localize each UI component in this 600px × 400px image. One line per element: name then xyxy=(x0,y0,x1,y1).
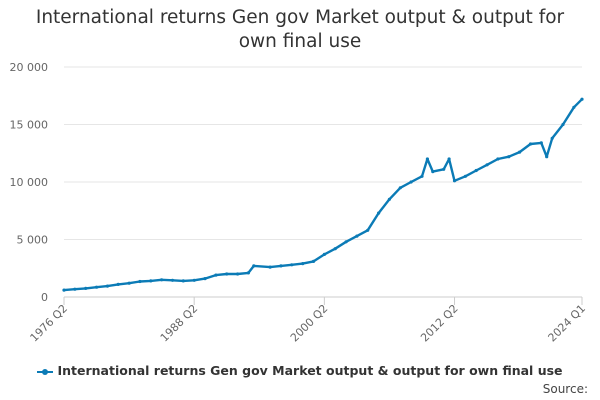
data-point[interactable] xyxy=(518,150,522,154)
data-point[interactable] xyxy=(463,174,467,178)
data-point[interactable] xyxy=(84,286,88,290)
data-point[interactable] xyxy=(572,105,576,109)
data-point[interactable] xyxy=(333,247,337,251)
data-point[interactable] xyxy=(550,136,554,140)
y-tick-label: 5 000 xyxy=(17,234,49,247)
data-point[interactable] xyxy=(311,259,316,263)
series-line xyxy=(63,98,583,292)
data-point[interactable] xyxy=(149,279,153,283)
legend-swatch xyxy=(37,367,54,377)
data-point[interactable] xyxy=(94,285,99,289)
data-point[interactable] xyxy=(73,287,77,291)
data-point[interactable] xyxy=(322,252,326,256)
data-point[interactable] xyxy=(170,278,175,282)
data-point[interactable] xyxy=(485,163,489,167)
data-point[interactable] xyxy=(366,228,370,232)
y-tick-label: 0 xyxy=(41,291,48,304)
y-tick-label: 20 000 xyxy=(10,61,49,74)
data-point[interactable] xyxy=(561,122,565,127)
x-tick-label: 2024 Q1 xyxy=(546,302,589,345)
data-point[interactable] xyxy=(225,272,229,276)
data-point[interactable] xyxy=(127,281,131,285)
axis-layer: 0 5 000 10 000 15 000 20 000 1976 Q2 1988 Q2 20… xyxy=(10,61,589,344)
data-point[interactable] xyxy=(246,271,250,275)
data-point[interactable] xyxy=(545,155,549,159)
data-point[interactable] xyxy=(279,264,283,268)
x-tick-label: 2012 Q2 xyxy=(418,302,461,345)
data-point[interactable] xyxy=(452,179,457,183)
y-tick-label: 10 000 xyxy=(10,176,49,189)
data-point[interactable] xyxy=(355,234,359,238)
data-point[interactable] xyxy=(116,282,120,286)
data-point[interactable] xyxy=(442,167,446,171)
legend[interactable]: International returns Gen gov Market out… xyxy=(0,363,600,378)
data-point[interactable] xyxy=(409,180,413,184)
data-point[interactable] xyxy=(420,174,424,178)
data-point[interactable] xyxy=(387,197,391,201)
source-label: Source: xyxy=(542,382,588,396)
data-point[interactable] xyxy=(290,263,294,267)
x-tick-label: 1988 Q2 xyxy=(158,302,201,345)
data-point[interactable] xyxy=(203,277,207,281)
data-point[interactable] xyxy=(105,284,109,288)
data-point[interactable] xyxy=(344,240,348,244)
data-point[interactable] xyxy=(214,273,218,277)
data-point[interactable] xyxy=(496,157,500,161)
data-point[interactable] xyxy=(160,278,164,282)
data-point[interactable] xyxy=(398,186,402,190)
data-point[interactable] xyxy=(138,279,142,284)
x-tick-label: 2000 Q2 xyxy=(288,302,331,345)
data-point[interactable] xyxy=(252,264,256,268)
chart-title: International returns Gen gov Market out… xyxy=(35,7,565,52)
legend-label: International returns Gen gov Market out… xyxy=(57,363,563,378)
data-point[interactable] xyxy=(236,272,240,276)
data-point[interactable] xyxy=(580,97,584,101)
data-point[interactable] xyxy=(377,211,381,215)
grid-layer xyxy=(64,66,582,240)
data-point[interactable] xyxy=(62,288,66,292)
data-point[interactable] xyxy=(447,157,451,161)
data-point[interactable] xyxy=(431,170,435,174)
data-point[interactable] xyxy=(425,157,429,161)
data-point[interactable] xyxy=(474,168,478,173)
data-point[interactable] xyxy=(268,265,272,269)
y-tick-label: 15 000 xyxy=(10,119,49,132)
data-point[interactable] xyxy=(528,142,533,146)
data-point[interactable] xyxy=(507,155,511,159)
x-tick-label: 1976 Q2 xyxy=(28,302,71,345)
data-point[interactable] xyxy=(301,262,305,266)
data-point[interactable] xyxy=(192,278,196,282)
series-layer xyxy=(62,97,584,292)
data-point[interactable] xyxy=(539,141,543,145)
data-point[interactable] xyxy=(181,279,185,283)
